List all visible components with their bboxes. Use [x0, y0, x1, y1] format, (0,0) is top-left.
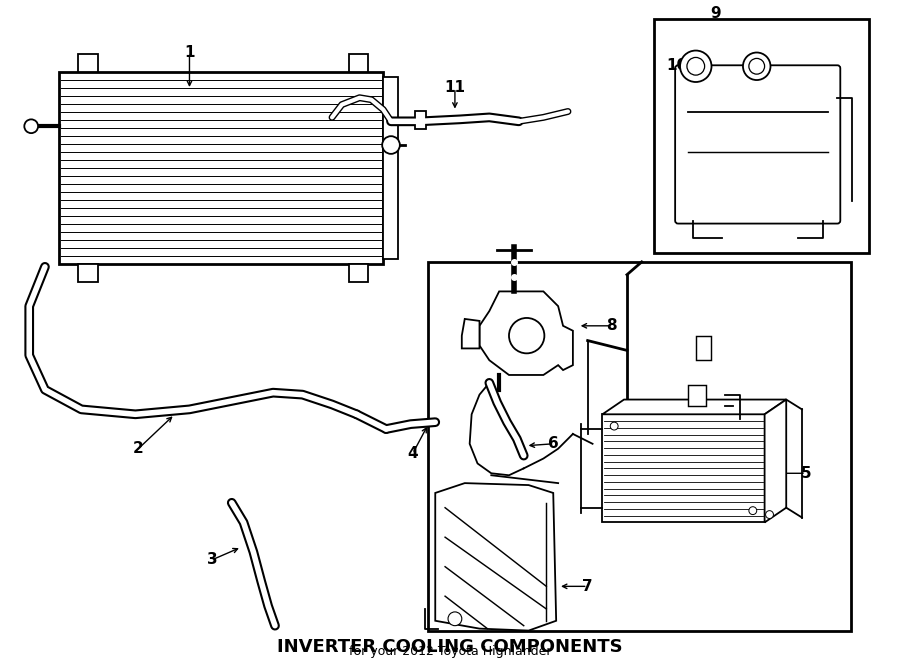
Text: for your 2012 Toyota Highlander: for your 2012 Toyota Highlander [348, 645, 551, 658]
Polygon shape [78, 264, 98, 282]
Circle shape [687, 58, 705, 75]
Text: 3: 3 [207, 553, 218, 567]
FancyBboxPatch shape [675, 65, 841, 223]
Text: 6: 6 [548, 436, 559, 451]
Polygon shape [78, 54, 98, 72]
Bar [58, 72, 383, 264]
Bar [602, 414, 765, 522]
Text: 2: 2 [133, 441, 144, 456]
Text: 10: 10 [667, 58, 688, 73]
Text: 5: 5 [801, 466, 811, 481]
Bar [696, 336, 710, 360]
Polygon shape [348, 54, 368, 72]
Text: 8: 8 [606, 319, 616, 333]
Text: 4: 4 [408, 446, 418, 461]
Circle shape [743, 52, 770, 80]
Bar [428, 262, 851, 631]
Circle shape [382, 136, 400, 154]
Circle shape [509, 318, 544, 354]
Circle shape [448, 612, 462, 626]
Bar [415, 112, 427, 129]
Polygon shape [436, 483, 556, 631]
Bar [688, 385, 706, 407]
Text: INVERTER COOLING COMPONENTS: INVERTER COOLING COMPONENTS [277, 639, 623, 656]
Bar [654, 19, 868, 253]
Circle shape [749, 58, 765, 74]
Text: 9: 9 [710, 6, 721, 20]
Polygon shape [348, 264, 368, 282]
Text: 7: 7 [582, 579, 593, 594]
Polygon shape [480, 292, 573, 375]
Bar [383, 77, 398, 259]
Circle shape [766, 511, 773, 518]
Circle shape [24, 120, 38, 133]
Circle shape [749, 507, 757, 514]
Polygon shape [765, 399, 787, 522]
Polygon shape [462, 319, 480, 348]
Text: 1: 1 [184, 45, 194, 60]
Circle shape [610, 422, 618, 430]
Text: 11: 11 [445, 81, 465, 95]
Circle shape [680, 50, 712, 82]
Polygon shape [602, 399, 787, 414]
